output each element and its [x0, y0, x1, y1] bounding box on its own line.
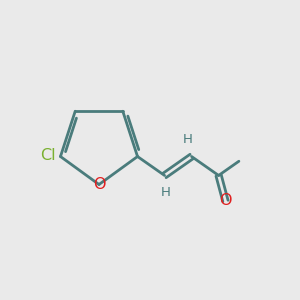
Text: H: H — [183, 133, 193, 146]
Text: O: O — [219, 194, 232, 208]
Text: O: O — [93, 177, 105, 192]
Text: Cl: Cl — [40, 148, 56, 163]
Text: H: H — [161, 186, 171, 199]
